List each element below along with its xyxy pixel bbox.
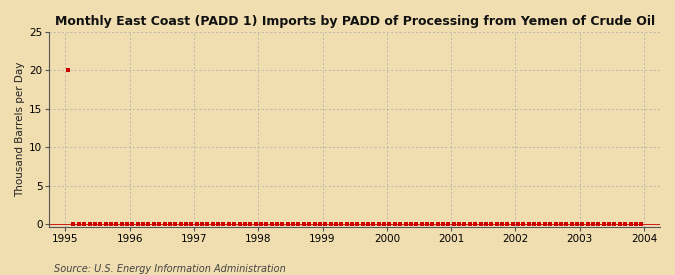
Text: Source: U.S. Energy Information Administration: Source: U.S. Energy Information Administ… (54, 264, 286, 274)
Y-axis label: Thousand Barrels per Day: Thousand Barrels per Day (15, 62, 25, 197)
Title: Monthly East Coast (PADD 1) Imports by PADD of Processing from Yemen of Crude Oi: Monthly East Coast (PADD 1) Imports by P… (55, 15, 655, 28)
